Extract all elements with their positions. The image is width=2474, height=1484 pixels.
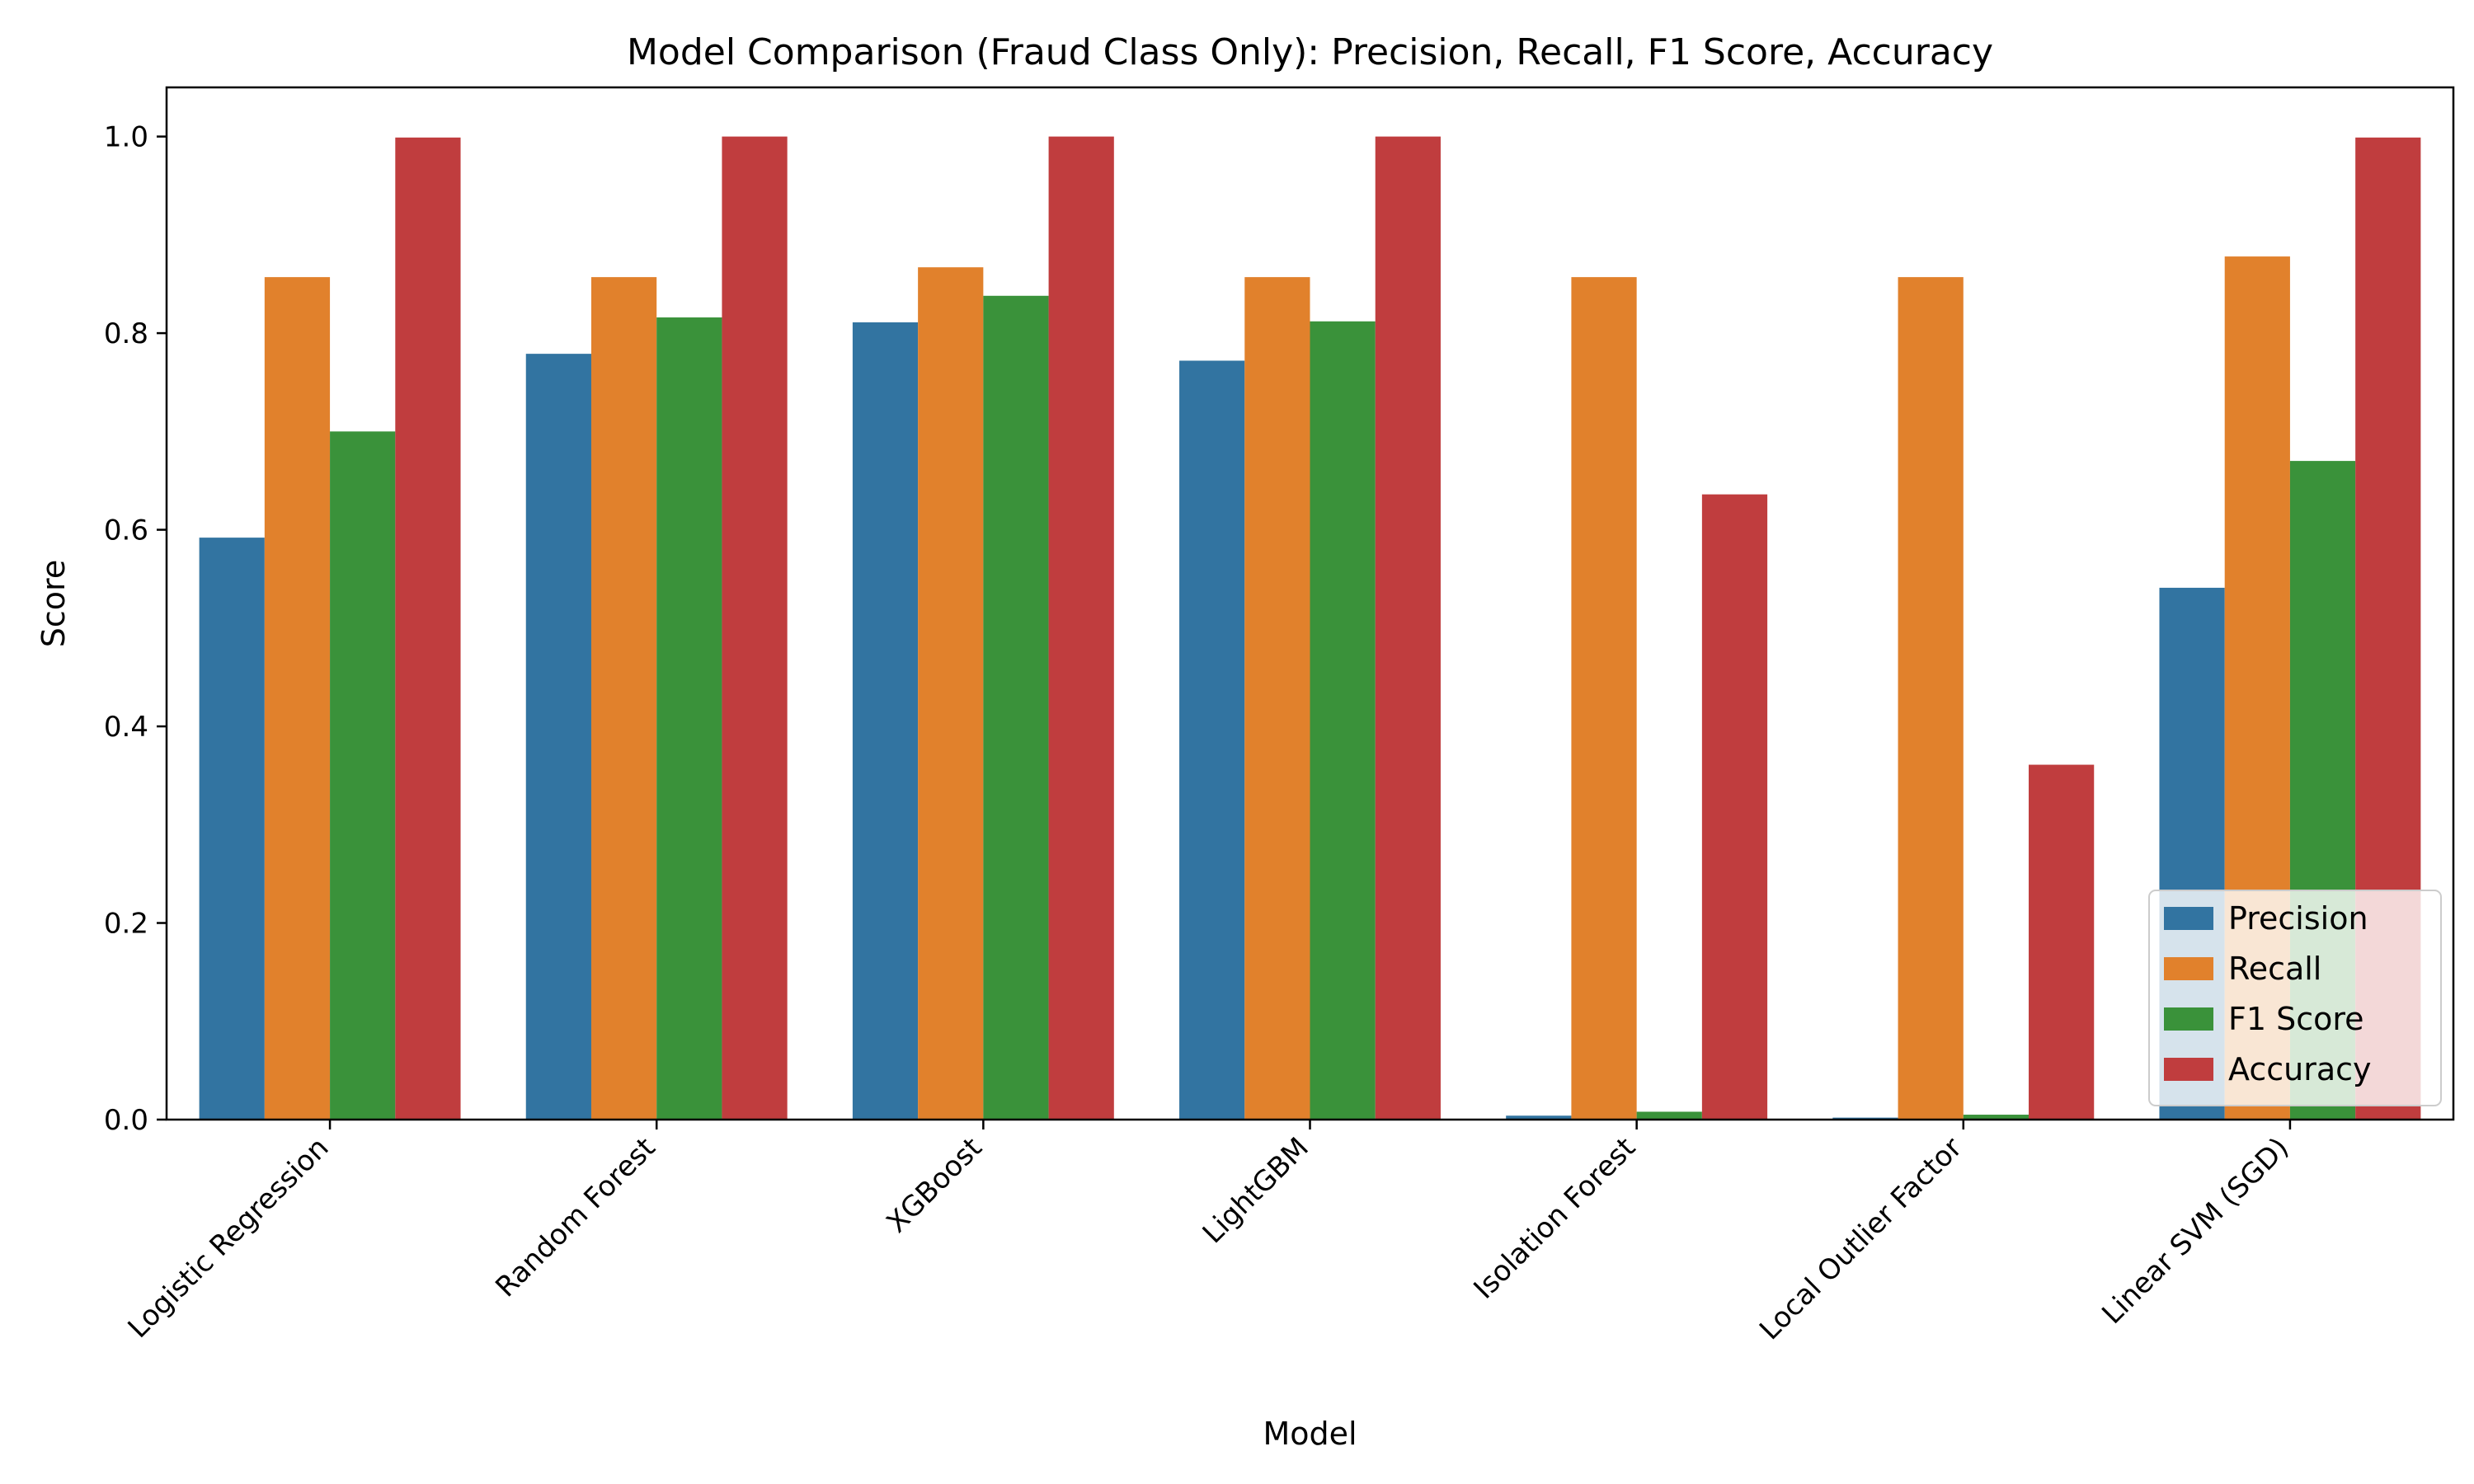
legend-swatch xyxy=(2164,957,2213,980)
bar-precision-4 xyxy=(1506,1115,1572,1120)
bar-recall-5 xyxy=(1898,277,1964,1120)
y-tick-label: 0.8 xyxy=(104,317,148,350)
bar-f1-score-0 xyxy=(330,431,396,1120)
y-tick-label: 1.0 xyxy=(104,121,148,154)
plot-frame xyxy=(165,86,2455,1121)
bar-recall-3 xyxy=(1244,277,1310,1120)
legend-label: F1 Score xyxy=(2228,1001,2364,1037)
bar-accuracy-4 xyxy=(1701,494,1768,1120)
legend-swatch xyxy=(2164,907,2213,930)
bar-recall-2 xyxy=(918,267,984,1120)
x-axis-label: Model xyxy=(1263,1416,1357,1452)
bar-precision-0 xyxy=(199,538,265,1120)
legend-label: Precision xyxy=(2228,900,2368,937)
bar-accuracy-1 xyxy=(722,136,788,1120)
bars-layer xyxy=(199,136,2421,1120)
bar-f1-score-5 xyxy=(1963,1115,2030,1120)
bar-f1-score-1 xyxy=(656,317,722,1120)
legend-swatch xyxy=(2164,1058,2213,1081)
bar-precision-1 xyxy=(525,354,591,1120)
bar-recall-1 xyxy=(590,277,657,1120)
legend-swatch xyxy=(2164,1007,2213,1031)
bar-f1-score-2 xyxy=(983,295,1049,1120)
legend-box xyxy=(2148,890,2442,1106)
legend: Precision Recall F1 Score Accuracy xyxy=(2148,890,2442,1106)
bar-accuracy-2 xyxy=(1048,136,1114,1120)
y-axis: 0.0 0.2 0.4 0.6 0.8 1.0 xyxy=(104,121,167,1137)
bar-recall-0 xyxy=(264,277,331,1120)
y-tick-label: 0.0 xyxy=(104,1104,148,1137)
legend-label: Accuracy xyxy=(2228,1051,2372,1087)
bar-precision-2 xyxy=(852,322,919,1120)
y-tick-label: 0.2 xyxy=(104,908,148,941)
legend-label: Recall xyxy=(2228,951,2321,987)
bar-f1-score-4 xyxy=(1636,1111,1702,1120)
bar-precision-3 xyxy=(1179,360,1245,1120)
bar-accuracy-3 xyxy=(1375,136,1441,1120)
bar-accuracy-0 xyxy=(395,137,461,1120)
y-tick-label: 0.6 xyxy=(104,514,148,547)
bar-accuracy-5 xyxy=(2029,764,2095,1120)
y-axis-label: Score xyxy=(35,560,72,647)
bar-recall-4 xyxy=(1571,277,1637,1120)
chart-title: Model Comparison (Fraud Class Only): Pre… xyxy=(627,31,1993,73)
y-tick-label: 0.4 xyxy=(104,711,148,744)
bar-f1-score-3 xyxy=(1310,321,1376,1120)
